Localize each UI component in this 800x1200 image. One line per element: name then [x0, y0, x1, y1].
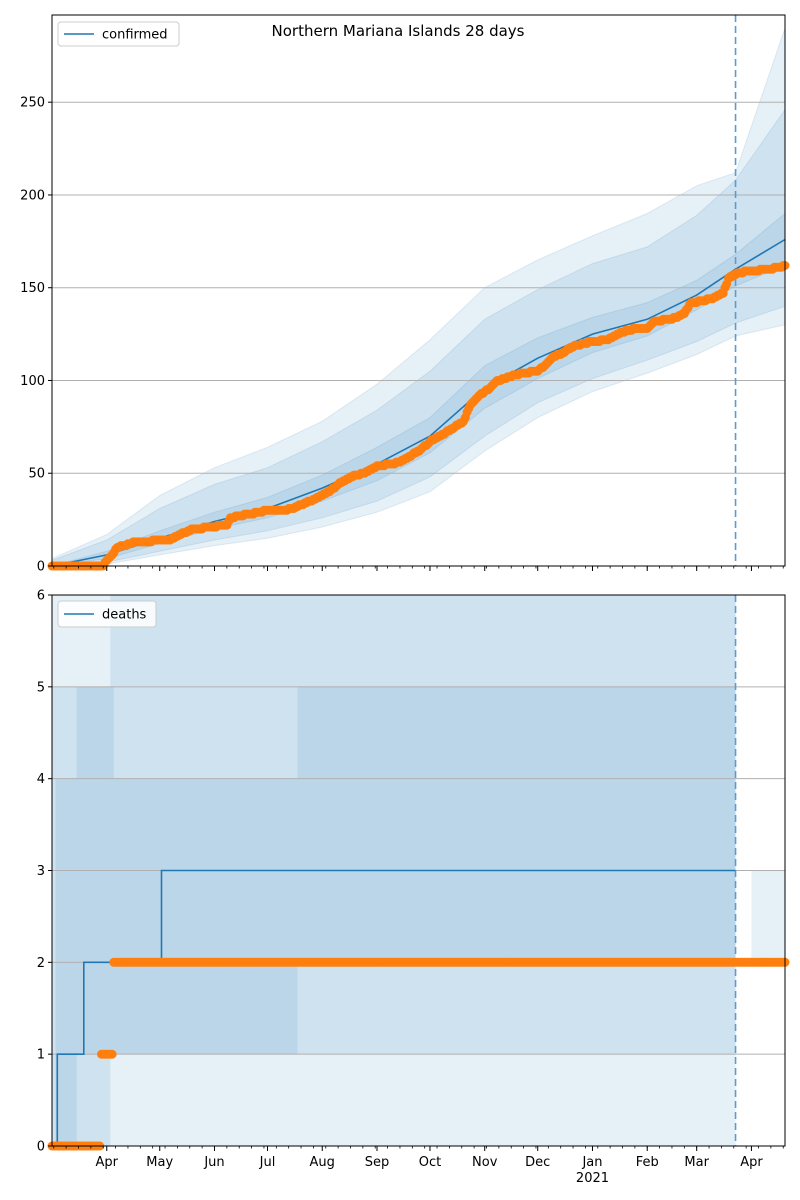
confirmed-x-ticks [53, 566, 784, 571]
y-tick-label: 200 [20, 188, 45, 203]
chart-title: Northern Mariana Islands 28 days [272, 22, 525, 40]
deaths-band-p05-p95 [52, 686, 111, 1146]
y-tick-label: 100 [20, 374, 45, 389]
y-tick-label: 3 [37, 864, 45, 879]
confirmed-chart: 0 50 100 150 200 250 confirmed Northern Maria… [20, 14, 790, 575]
y-tick-label: 2 [37, 956, 45, 971]
legend-label-confirmed: confirmed [102, 28, 168, 43]
deaths-band-p05-p95 [168, 595, 736, 1055]
deaths-observed-points [47, 957, 790, 1151]
x-tick-label: Sep [365, 1155, 390, 1170]
y-tick-label: 0 [37, 1140, 45, 1155]
y-tick-label: 5 [37, 680, 45, 695]
x-tick-label: Jul [259, 1155, 276, 1170]
deaths-band-p25-p75 [297, 686, 736, 963]
x-tick-year-label: 2021 [576, 1171, 609, 1186]
deaths-chart: 0 1 2 3 4 5 6 Apr May Jun Jul Aug Sep Oct Nov Dec Jan20… [37, 589, 790, 1186]
confirmed-legend: confirmed [57, 21, 180, 47]
deaths-band-p05-p95 [110, 595, 169, 1055]
legend-box [57, 600, 157, 628]
y-tick-label: 0 [37, 560, 45, 575]
x-tick-label: Nov [472, 1155, 498, 1170]
deaths-band-p25-p75 [113, 778, 298, 1055]
x-tick-label: Feb [636, 1155, 659, 1170]
deaths-band-p01-p99 [751, 870, 785, 963]
x-tick-label: Apr [740, 1155, 763, 1170]
x-tick-label: Mar [684, 1155, 709, 1170]
x-tick-label: Aug [310, 1155, 335, 1170]
x-tick-label: Apr [96, 1155, 119, 1170]
confirmed-y-ticks: 0 50 100 150 200 250 [20, 96, 52, 575]
x-tick-label: Jun [203, 1155, 224, 1170]
deaths-model-line [52, 869, 736, 1147]
deaths-legend: deaths [57, 600, 157, 628]
confirmed-plot-frame [51, 14, 786, 567]
confirmed-observed-points [47, 261, 790, 571]
legend-label-deaths: deaths [102, 608, 147, 623]
y-tick-label: 6 [37, 589, 45, 604]
y-tick-label: 1 [37, 1048, 45, 1063]
deaths-observed-point [107, 1049, 117, 1059]
confirmed-gridlines [52, 101, 785, 474]
x-tick-label: Oct [419, 1155, 441, 1170]
legend-box [57, 21, 180, 47]
y-tick-label: 4 [37, 772, 45, 787]
y-tick-label: 150 [20, 281, 45, 296]
x-tick-label: Jan [581, 1155, 602, 1170]
x-tick-label: Dec [525, 1155, 550, 1170]
deaths-y-ticks: 0 1 2 3 4 5 6 [37, 589, 52, 1155]
x-tick-label: May [146, 1155, 173, 1170]
y-tick-label: 250 [20, 96, 45, 111]
y-tick-label: 50 [28, 467, 45, 482]
deaths-model-step-line [52, 869, 736, 1147]
